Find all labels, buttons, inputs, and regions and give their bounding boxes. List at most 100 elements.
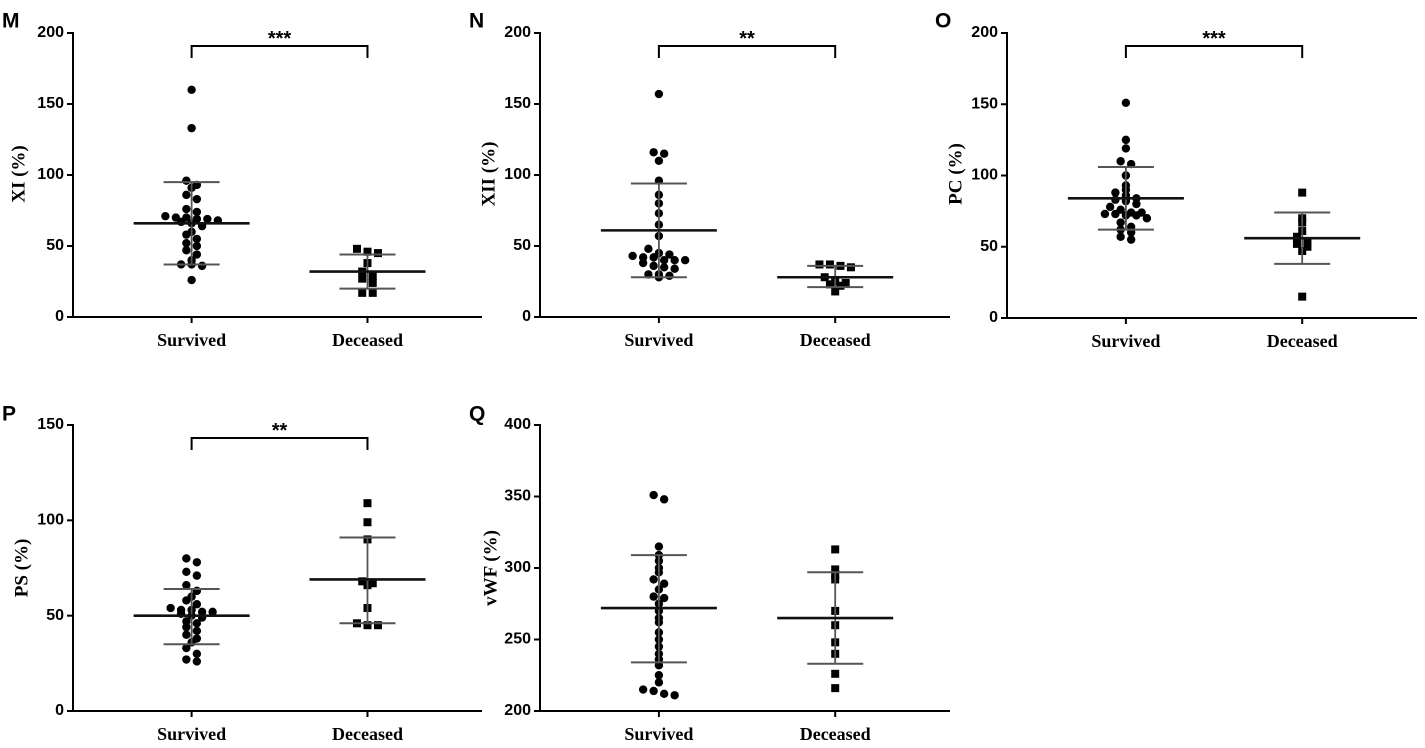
y-tick-label: 0 [989, 309, 998, 326]
data-point-survived [659, 149, 669, 158]
data-point-survived [654, 671, 664, 680]
data-point-deceased [825, 260, 834, 269]
data-point-survived [665, 271, 674, 281]
data-point-survived [192, 558, 202, 567]
data-point-survived [187, 275, 196, 285]
panel-letter: M [2, 10, 20, 33]
data-point-survived [182, 580, 191, 590]
y-tick-label: 150 [37, 416, 64, 433]
y-tick-label: 0 [55, 308, 64, 325]
data-point-deceased [368, 579, 377, 588]
panel-letter: N [469, 10, 484, 33]
data-point-survived [1116, 218, 1125, 227]
y-axis-label: PS (%) [11, 539, 32, 598]
y-tick-label: 200 [504, 24, 531, 41]
data-point-survived [182, 238, 191, 248]
data-point-survived [1111, 195, 1120, 204]
x-tick-label-deceased: Deceased [332, 724, 403, 744]
y-tick-label: 100 [37, 512, 64, 529]
y-tick-label: 50 [980, 238, 998, 255]
data-point-deceased [363, 247, 372, 256]
data-point-deceased [368, 288, 377, 297]
data-point-survived [659, 263, 669, 272]
data-point-survived [670, 256, 679, 265]
y-axis-label: vWF (%) [480, 530, 501, 606]
data-point-deceased [1292, 239, 1301, 248]
significance-label: ** [739, 28, 755, 50]
y-tick-label: 350 [504, 488, 531, 505]
data-point-deceased [836, 281, 845, 290]
x-tick-label-survived: Survived [624, 330, 693, 350]
data-point-survived [1132, 199, 1141, 209]
data-point-survived [659, 593, 669, 603]
data-point-survived [161, 211, 170, 221]
data-point-survived [192, 657, 202, 666]
data-point-survived [1132, 211, 1141, 220]
data-point-survived [654, 89, 664, 99]
data-point-survived [192, 626, 202, 636]
x-tick-label-survived: Survived [157, 330, 226, 350]
data-point-deceased [831, 669, 840, 678]
significance-label: *** [268, 28, 292, 50]
data-point-deceased [363, 621, 372, 630]
data-point-survived [659, 579, 669, 588]
panel-o: O 0 50 100 150 200 PC (%) Survived Deceased *** [935, 10, 1417, 351]
x-tick-label-survived: Survived [157, 724, 226, 744]
data-point-survived [638, 258, 648, 268]
data-point-survived [1121, 135, 1131, 145]
data-point-deceased [1303, 242, 1312, 251]
data-point-survived [192, 241, 202, 251]
y-tick-label: 150 [971, 95, 998, 112]
data-point-deceased [1298, 292, 1307, 301]
data-point-survived [182, 622, 191, 632]
data-point-survived [187, 123, 196, 133]
data-point-deceased [825, 280, 834, 289]
data-point-survived [649, 261, 658, 271]
data-point-survived [192, 571, 202, 580]
significance-bracket [1124, 45, 1304, 58]
data-point-deceased [831, 565, 840, 574]
significance-label: *** [1202, 28, 1226, 50]
significance-bracket [190, 437, 369, 450]
x-tick-label-deceased: Deceased [800, 724, 871, 744]
data-point-survived [659, 689, 669, 699]
y-tick-label: 50 [46, 237, 64, 254]
data-point-deceased [363, 518, 372, 527]
data-point-survived [192, 194, 202, 204]
data-point-survived [1121, 144, 1131, 153]
panel-p: P 0 50 100 150 PS (%) Survived Deceased ** [2, 403, 482, 744]
data-point-survived [654, 678, 664, 687]
panel-letter: P [2, 403, 16, 426]
y-tick-label: 0 [55, 702, 64, 719]
data-point-survived [659, 495, 669, 504]
x-tick-label-deceased: Deceased [332, 330, 403, 350]
significance-label: ** [272, 420, 288, 442]
data-point-survived [176, 217, 186, 227]
panel-n: N 0 50 100 150 200 XII (%) Survived Deceased ** [469, 10, 950, 350]
y-tick-label: 250 [504, 631, 531, 648]
data-point-survived [1111, 188, 1120, 197]
data-point-deceased [1303, 237, 1312, 246]
data-point-survived [1105, 202, 1115, 212]
data-point-survived [182, 596, 191, 605]
y-tick-label: 200 [37, 24, 64, 41]
data-point-survived [182, 176, 191, 185]
data-point-survived [208, 607, 217, 617]
data-point-deceased [373, 249, 382, 258]
data-point-deceased [358, 577, 367, 586]
data-point-survived [649, 148, 658, 157]
data-point-survived [680, 256, 690, 265]
x-tick-label-survived: Survived [1091, 331, 1160, 351]
data-point-deceased [831, 684, 840, 693]
data-point-survived [203, 214, 212, 224]
y-axis-label: XII (%) [478, 142, 499, 207]
data-point-survived [166, 603, 175, 613]
data-point-survived [182, 246, 191, 255]
data-point-survived [628, 251, 637, 261]
data-point-survived [649, 575, 658, 584]
x-tick-label-survived: Survived [624, 724, 693, 744]
data-point-survived [192, 600, 202, 609]
x-tick-label-deceased: Deceased [800, 330, 871, 350]
data-point-deceased [841, 278, 850, 287]
panel-q: Q 200 250 300 350 400 vWF (%) Survived Deceased [469, 403, 950, 744]
